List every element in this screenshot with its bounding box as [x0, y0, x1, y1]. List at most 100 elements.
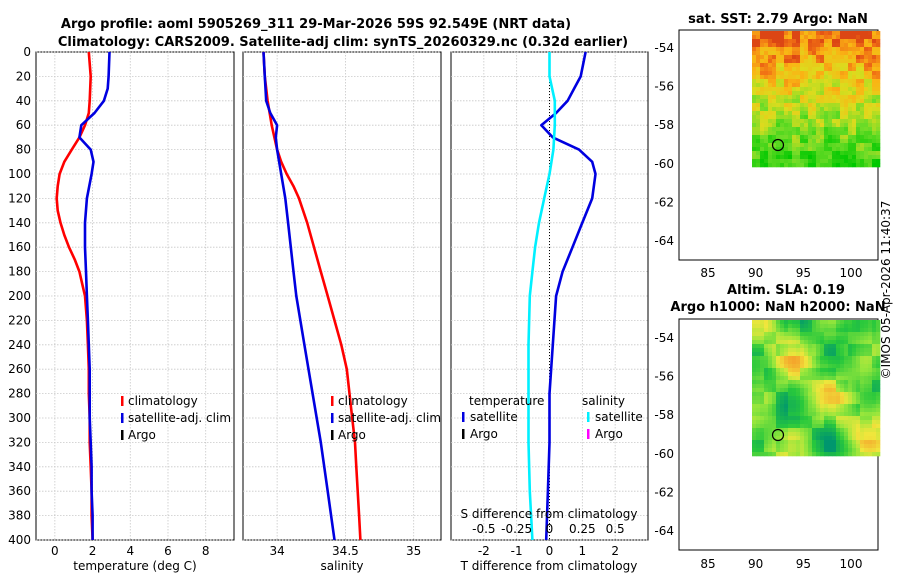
- heat-cell: [864, 380, 869, 385]
- heat-cell: [764, 67, 769, 72]
- heat-cell: [772, 324, 777, 329]
- heat-cell: [824, 376, 829, 381]
- heat-cell: [792, 416, 797, 421]
- heat-cell: [808, 107, 813, 112]
- heat-cell: [792, 107, 797, 112]
- heat-cell: [872, 151, 877, 156]
- heat-cell: [808, 127, 813, 132]
- heat-cell: [800, 115, 805, 120]
- heat-cell: [776, 432, 781, 437]
- heat-cell: [776, 344, 781, 349]
- heat-cell: [808, 400, 813, 405]
- heat-cell: [764, 139, 769, 144]
- heat-cell: [780, 155, 785, 160]
- heat-cell: [812, 83, 817, 88]
- map-lat-label: -62: [654, 195, 674, 209]
- heat-cell: [800, 87, 805, 92]
- heat-cell: [836, 380, 841, 385]
- heat-cell: [816, 448, 821, 453]
- heat-cell: [852, 163, 857, 168]
- heat-cell: [844, 87, 849, 92]
- heat-cell: [856, 372, 861, 377]
- heat-cell: [784, 344, 789, 349]
- heat-cell: [876, 91, 881, 96]
- heat-cell: [760, 155, 765, 160]
- difference-lines: [527, 51, 597, 541]
- heat-cell: [776, 356, 781, 361]
- heat-cell: [812, 151, 817, 156]
- heat-cell: [796, 336, 801, 341]
- heat-cell: [784, 436, 789, 441]
- map-lat-label: -54: [654, 331, 674, 345]
- heat-cell: [824, 416, 829, 421]
- heat-cell: [792, 71, 797, 76]
- heat-cell: [852, 91, 857, 96]
- heat-cell: [764, 35, 769, 40]
- heat-cell: [788, 328, 793, 333]
- heat-cell: [860, 111, 865, 116]
- heat-cell: [788, 111, 793, 116]
- heat-cell: [788, 384, 793, 389]
- heat-cell: [768, 99, 773, 104]
- heat-cell: [756, 43, 761, 48]
- heat-cell: [836, 352, 841, 357]
- heat-cell: [776, 151, 781, 156]
- heat-cell: [768, 432, 773, 437]
- heat-cell: [836, 151, 841, 156]
- x-tick-label: 34.5: [332, 544, 359, 558]
- heat-cell: [796, 340, 801, 345]
- heat-cell: [752, 392, 757, 397]
- heat-cell: [868, 159, 873, 164]
- heat-cell: [864, 39, 869, 44]
- heat-cell: [796, 127, 801, 132]
- heat-cell: [764, 328, 769, 333]
- heat-cell: [760, 424, 765, 429]
- heat-cell: [780, 75, 785, 80]
- heat-cell: [804, 75, 809, 80]
- heat-cell: [756, 55, 761, 60]
- heat-cell: [756, 340, 761, 345]
- heat-cell: [768, 151, 773, 156]
- map-lat-label: -60: [654, 447, 674, 461]
- heat-cell: [772, 408, 777, 413]
- heat-cell: [856, 95, 861, 100]
- heat-cell: [812, 107, 817, 112]
- heat-cell: [836, 87, 841, 92]
- depth-tick-label: 60: [16, 118, 31, 132]
- heat-cell: [816, 368, 821, 373]
- heat-cell: [808, 396, 813, 401]
- heat-cell: [772, 416, 777, 421]
- heat-cell: [856, 103, 861, 108]
- heat-cell: [856, 408, 861, 413]
- heat-cell: [848, 163, 853, 168]
- heat-cell: [856, 448, 861, 453]
- heat-cell: [824, 43, 829, 48]
- heat-cell: [828, 372, 833, 377]
- heat-cell: [832, 55, 837, 60]
- heat-cell: [848, 344, 853, 349]
- heat-cell: [836, 372, 841, 377]
- x-tick-label: 8: [202, 544, 210, 558]
- heat-cell: [752, 376, 757, 381]
- heat-cell: [872, 83, 877, 88]
- heat-cell: [872, 127, 877, 132]
- temperature-diff-legend: temperature satellite Argo: [462, 394, 544, 441]
- heat-cell: [832, 99, 837, 104]
- heat-cell: [876, 340, 881, 345]
- heat-cell: [784, 163, 789, 168]
- heat-cell: [856, 119, 861, 124]
- heat-cell: [824, 39, 829, 44]
- heat-cell: [764, 412, 769, 417]
- heat-cell: [868, 83, 873, 88]
- heat-cell: [756, 384, 761, 389]
- heat-cell: [868, 47, 873, 52]
- heat-cell: [852, 384, 857, 389]
- heat-cell: [776, 75, 781, 80]
- heat-cell: [820, 107, 825, 112]
- heat-cell: [828, 368, 833, 373]
- heat-cell: [804, 59, 809, 64]
- heat-cell: [792, 39, 797, 44]
- heat-cell: [760, 344, 765, 349]
- heat-cell: [760, 111, 765, 116]
- heat-cell: [808, 332, 813, 337]
